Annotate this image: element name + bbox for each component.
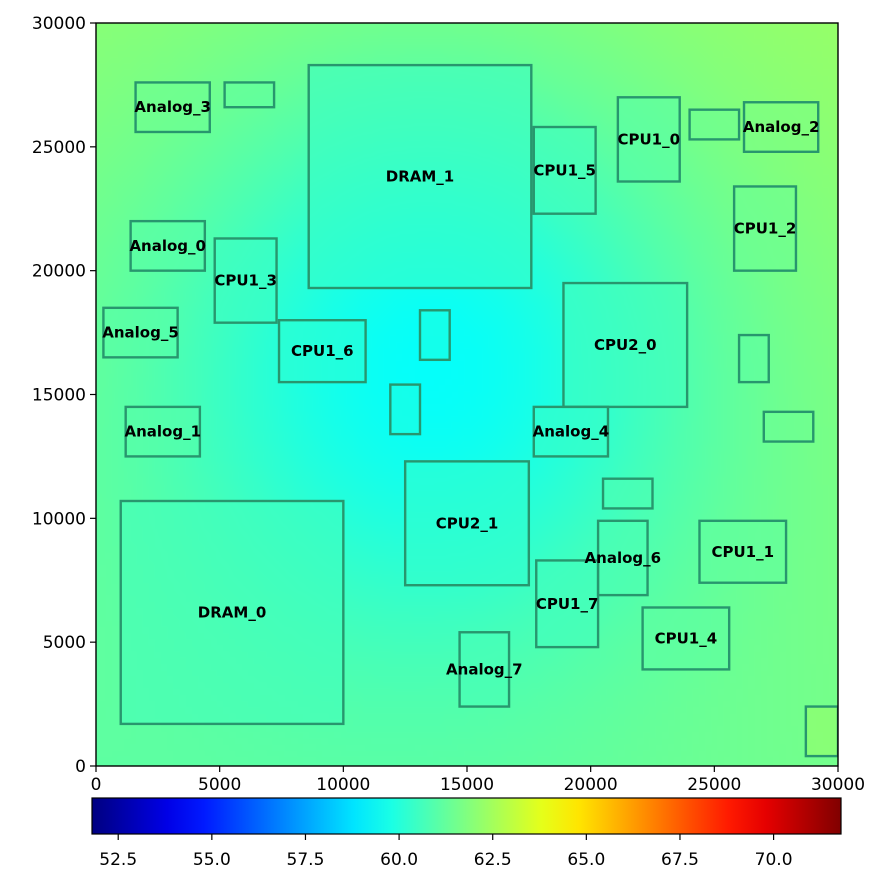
x-tick-label: 10000 xyxy=(316,775,370,795)
block-rect-analog_3 xyxy=(134,81,211,134)
block-label-cpu1_7: CPU1_7 xyxy=(536,595,599,613)
colorbar-tick-label: 60.0 xyxy=(380,850,418,870)
block-rect-analog_7 xyxy=(458,631,511,708)
y-axis: 0 5000 10000 15000 20000 25000 30000 xyxy=(32,14,96,777)
block-labels: DRAM_0 DRAM_1 CPU2_0 CPU2_1 CPU1_0 CPU1_1 CPU1… xyxy=(102,98,819,678)
block-rect-dram_1 xyxy=(307,63,533,290)
colorbar-tick-label: 67.5 xyxy=(661,850,699,870)
colorbar-tick-label: 70.0 xyxy=(755,850,793,870)
block-label-analog_4: Analog_4 xyxy=(533,423,610,441)
block-rect-unnamed-27 xyxy=(804,705,838,758)
block-rect-unnamed-22 xyxy=(737,333,770,384)
block-label-analog_7: Analog_7 xyxy=(446,660,523,678)
x-tick-label: 30000 xyxy=(811,775,865,795)
y-tick-label: 0 xyxy=(75,757,86,777)
x-tick-label: 15000 xyxy=(440,775,494,795)
block-label-dram_1: DRAM_1 xyxy=(386,168,454,186)
block-label-cpu1_1: CPU1_1 xyxy=(711,543,774,561)
x-tick-label: 5000 xyxy=(198,775,241,795)
y-tick-label: 5000 xyxy=(43,633,86,653)
block-label-analog_1: Analog_1 xyxy=(125,423,202,441)
block-label-cpu2_1: CPU2_1 xyxy=(436,514,499,532)
block-rect-cpu1_5 xyxy=(532,125,597,215)
block-rect-unnamed-25 xyxy=(418,309,451,362)
block-label-analog_6: Analog_6 xyxy=(585,549,662,567)
block-rect-unnamed-23 xyxy=(762,410,815,443)
block-label-cpu2_0: CPU2_0 xyxy=(594,336,657,354)
block-rect-analog_4 xyxy=(532,405,610,458)
block-rect-analog_1 xyxy=(124,405,202,458)
y-tick-label: 30000 xyxy=(32,14,86,34)
block-rect-cpu1_2 xyxy=(732,185,798,272)
block-rect-cpu1_3 xyxy=(213,237,278,324)
colorbar-ticks: 52.5 55.0 57.5 60.0 62.5 65.0 67.5 70.0 xyxy=(99,834,793,870)
block-rect-unnamed-26 xyxy=(389,383,422,436)
colorbar-tick-label: 65.0 xyxy=(567,850,605,870)
block-label-analog_0: Analog_0 xyxy=(129,237,206,255)
y-tick-label: 15000 xyxy=(32,386,86,406)
colorbar-frame xyxy=(91,797,842,835)
block-label-dram_0: DRAM_0 xyxy=(198,603,266,621)
block-rect-cpu1_0 xyxy=(616,96,681,183)
x-tick-label: 20000 xyxy=(564,775,618,795)
block-label-cpu1_3: CPU1_3 xyxy=(214,272,277,290)
colorbar-gradient xyxy=(92,798,841,834)
plot-area: DRAM_0 DRAM_1 CPU2_0 CPU2_1 CPU1_0 CPU1_1 CPU1… xyxy=(95,22,839,767)
block-label-cpu1_0: CPU1_0 xyxy=(618,130,681,148)
y-tick-label: 10000 xyxy=(32,509,86,529)
x-axis: 0 5000 10000 15000 20000 25000 30000 xyxy=(91,766,865,795)
block-rect-analog_5 xyxy=(102,306,179,359)
block-label-cpu1_6: CPU1_6 xyxy=(291,342,354,360)
block-rect-cpu1_1 xyxy=(698,519,788,584)
colorbar-tick-label: 55.0 xyxy=(193,850,231,870)
block-label-cpu1_4: CPU1_4 xyxy=(655,629,718,647)
x-tick-label: 25000 xyxy=(687,775,741,795)
block-rect-cpu1_4 xyxy=(641,606,731,671)
floorplan-blocks xyxy=(102,63,838,758)
block-rect-unnamed-20 xyxy=(223,81,276,109)
block-rect-unnamed-21 xyxy=(688,108,741,141)
colorbar-tick-label: 57.5 xyxy=(287,850,325,870)
block-rect-cpu2_0 xyxy=(562,281,689,409)
block-rect-analog_0 xyxy=(129,219,207,272)
block-label-analog_2: Analog_2 xyxy=(743,118,820,136)
y-tick-label: 25000 xyxy=(32,138,86,158)
block-label-analog_3: Analog_3 xyxy=(134,98,211,116)
block-label-cpu1_2: CPU1_2 xyxy=(734,220,797,238)
colorbar-tick-label: 52.5 xyxy=(99,850,137,870)
colorbar: 52.5 55.0 57.5 60.0 62.5 65.0 67.5 70.0 xyxy=(91,797,842,870)
block-rect-cpu1_6 xyxy=(277,319,367,384)
block-rect-cpu1_7 xyxy=(535,559,600,649)
block-rect-analog_2 xyxy=(742,101,820,153)
block-label-analog_5: Analog_5 xyxy=(102,324,179,342)
block-rect-analog_6 xyxy=(596,519,649,597)
block-label-cpu1_5: CPU1_5 xyxy=(533,161,596,179)
x-tick-label: 0 xyxy=(91,775,102,795)
block-rect-unnamed-24 xyxy=(601,477,654,510)
block-rect-cpu2_1 xyxy=(403,460,531,587)
block-rect-dram_0 xyxy=(119,499,345,726)
colorbar-tick-label: 62.5 xyxy=(474,850,512,870)
y-tick-label: 20000 xyxy=(32,262,86,282)
